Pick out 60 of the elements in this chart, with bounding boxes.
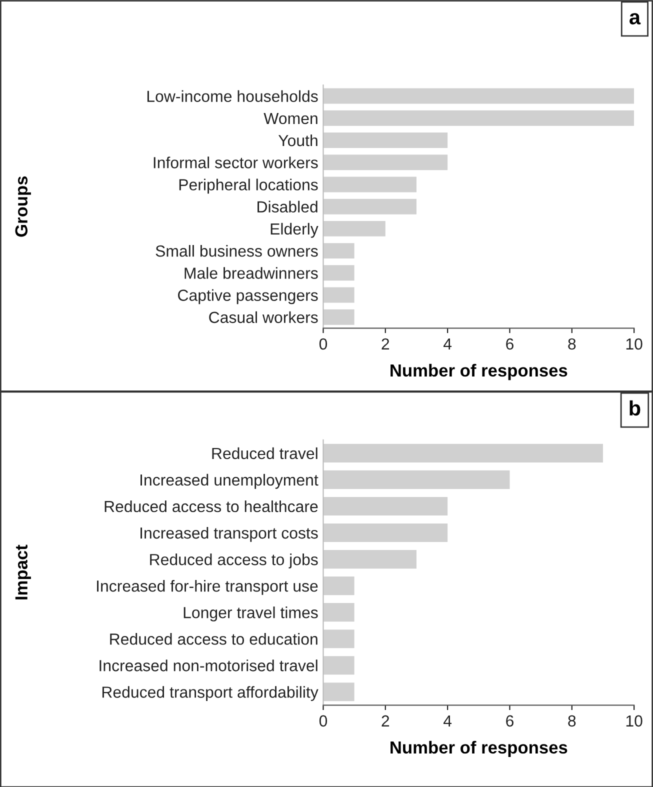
y-tick-label: Captive passengers [178,289,318,304]
y-tick-label: Increased non-motorised travel [100,660,318,672]
x-axis-title: Number of responses [390,364,568,380]
text: b [630,400,640,416]
x-tick-label: 4 [443,715,452,726]
bar [323,603,354,622]
x-axis-title: Number of responses [390,740,568,758]
bar [323,220,386,236]
y-tick-label: Youth [278,134,318,146]
bar [323,682,354,702]
bar [323,198,416,214]
x-tick-label: 0 [319,338,328,350]
y-tick-label: Peripheral locations [179,178,318,194]
bar [323,265,354,281]
bar [323,444,603,462]
y-tick-label: Small business owners [156,245,318,257]
bar [323,550,416,569]
x-tick-label: 2 [382,338,390,350]
bar [323,110,634,126]
x-tick-label: 6 [506,715,514,727]
x-tick-label: 10 [626,715,642,727]
bar [323,132,448,148]
y-tick-label: Reduced access to jobs [150,553,318,568]
x-tick-label: 4 [443,338,452,350]
y-tick-label: Disabled [258,200,318,213]
y-tick-label: Informal sector workers [154,156,318,168]
bar [323,470,510,489]
x-tick-label: 8 [568,715,576,727]
y-axis-title: Impact [15,544,31,600]
bar [323,523,448,542]
bar [323,287,354,303]
y-tick-label: Casual workers [209,311,318,324]
bar [323,630,354,648]
y-axis-title: Groups [15,176,31,237]
x-tick-label: 10 [626,338,642,350]
bar [323,656,354,675]
bar [323,496,448,516]
y-tick-label: Reduced travel [212,447,318,460]
bar [323,576,354,596]
y-tick-label: Increased for-hire transport use [97,580,318,595]
bar [323,176,416,192]
y-tick-label: Reduced transport affordability [102,686,318,701]
x-tick-label: 2 [382,715,390,726]
bar [323,154,448,170]
x-tick-label: 6 [506,338,514,350]
bar [323,309,354,325]
y-tick-label: Women [264,112,318,124]
bar [323,243,354,259]
y-tick-label: Increased transport costs [140,526,318,542]
y-tick-label: Increased unemployment [140,474,318,489]
text: a [630,13,641,24]
y-tick-label: Elderly [270,222,318,238]
y-tick-label: Reduced access to education [110,633,318,645]
y-tick-label: Male breadwinners [184,267,318,279]
x-tick-label: 0 [319,715,328,727]
bar [323,88,634,104]
y-tick-label: Longer travel times [184,606,318,622]
x-tick-label: 8 [568,338,576,350]
y-tick-label: Reduced access to healthcare [104,500,318,512]
y-tick-label: Low-income households [147,90,318,102]
